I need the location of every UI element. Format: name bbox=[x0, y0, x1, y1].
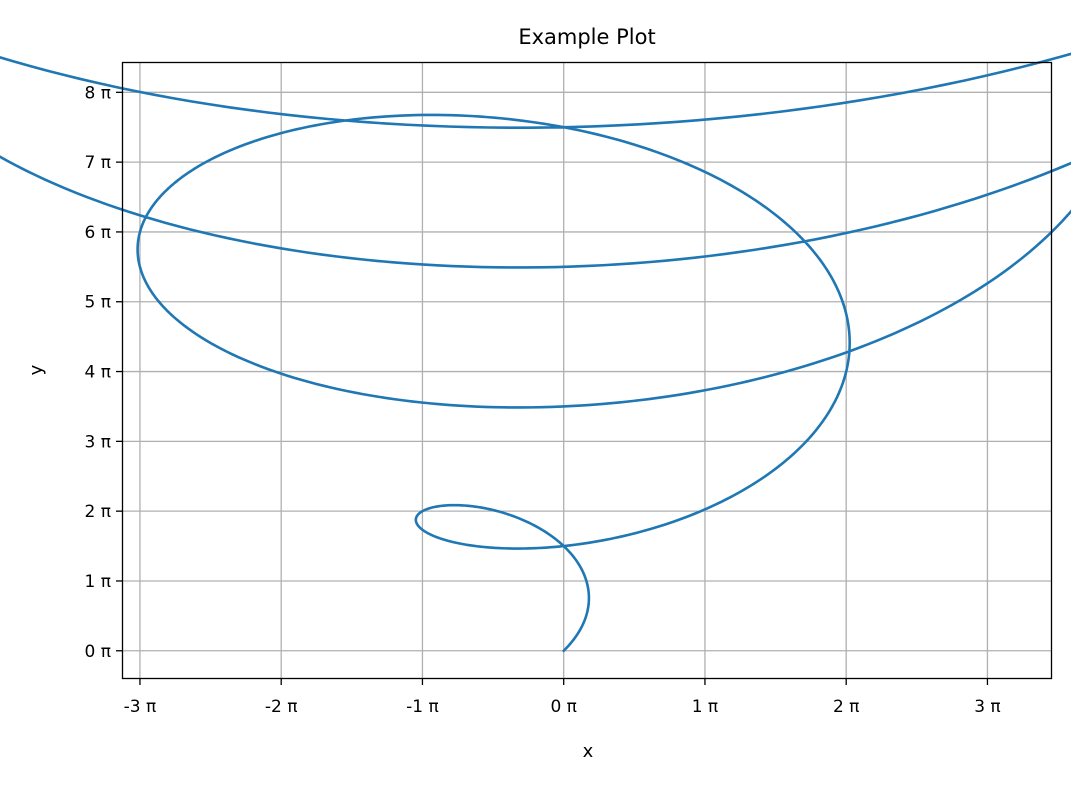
x-tick-label: 2 π bbox=[833, 697, 859, 717]
y-tick-label: 6 π bbox=[85, 223, 111, 243]
y-tick-label: 1 π bbox=[85, 572, 111, 592]
x-tick-label: -1 π bbox=[406, 697, 439, 717]
x-tick-label: 3 π bbox=[974, 697, 1000, 717]
y-tick-label: 5 π bbox=[85, 293, 111, 313]
y-tick-label: 4 π bbox=[85, 363, 111, 383]
chart-title: Example Plot bbox=[518, 25, 655, 49]
y-axis-ticks: 0 π 1 π 2 π 3 π 4 π 5 π 6 π 7 π 8 π bbox=[85, 83, 123, 662]
y-tick-label: 8 π bbox=[85, 83, 111, 103]
x-tick-label: 0 π bbox=[550, 697, 576, 717]
y-tick-label: 0 π bbox=[85, 642, 111, 662]
x-tick-label: 1 π bbox=[692, 697, 718, 717]
spiral-series-line bbox=[0, 52, 1071, 653]
x-axis-label: x bbox=[583, 741, 594, 762]
y-tick-label: 3 π bbox=[85, 432, 111, 452]
x-tick-label: -3 π bbox=[124, 697, 157, 717]
x-tick-label: -2 π bbox=[265, 697, 298, 717]
y-axis-label: y bbox=[26, 364, 47, 375]
x-axis-ticks: -3 π -2 π -1 π 0 π 1 π 2 π 3 π bbox=[124, 678, 1001, 717]
plot-frame bbox=[121, 61, 1053, 680]
y-tick-label: 2 π bbox=[85, 502, 111, 522]
y-tick-label: 7 π bbox=[85, 153, 111, 173]
